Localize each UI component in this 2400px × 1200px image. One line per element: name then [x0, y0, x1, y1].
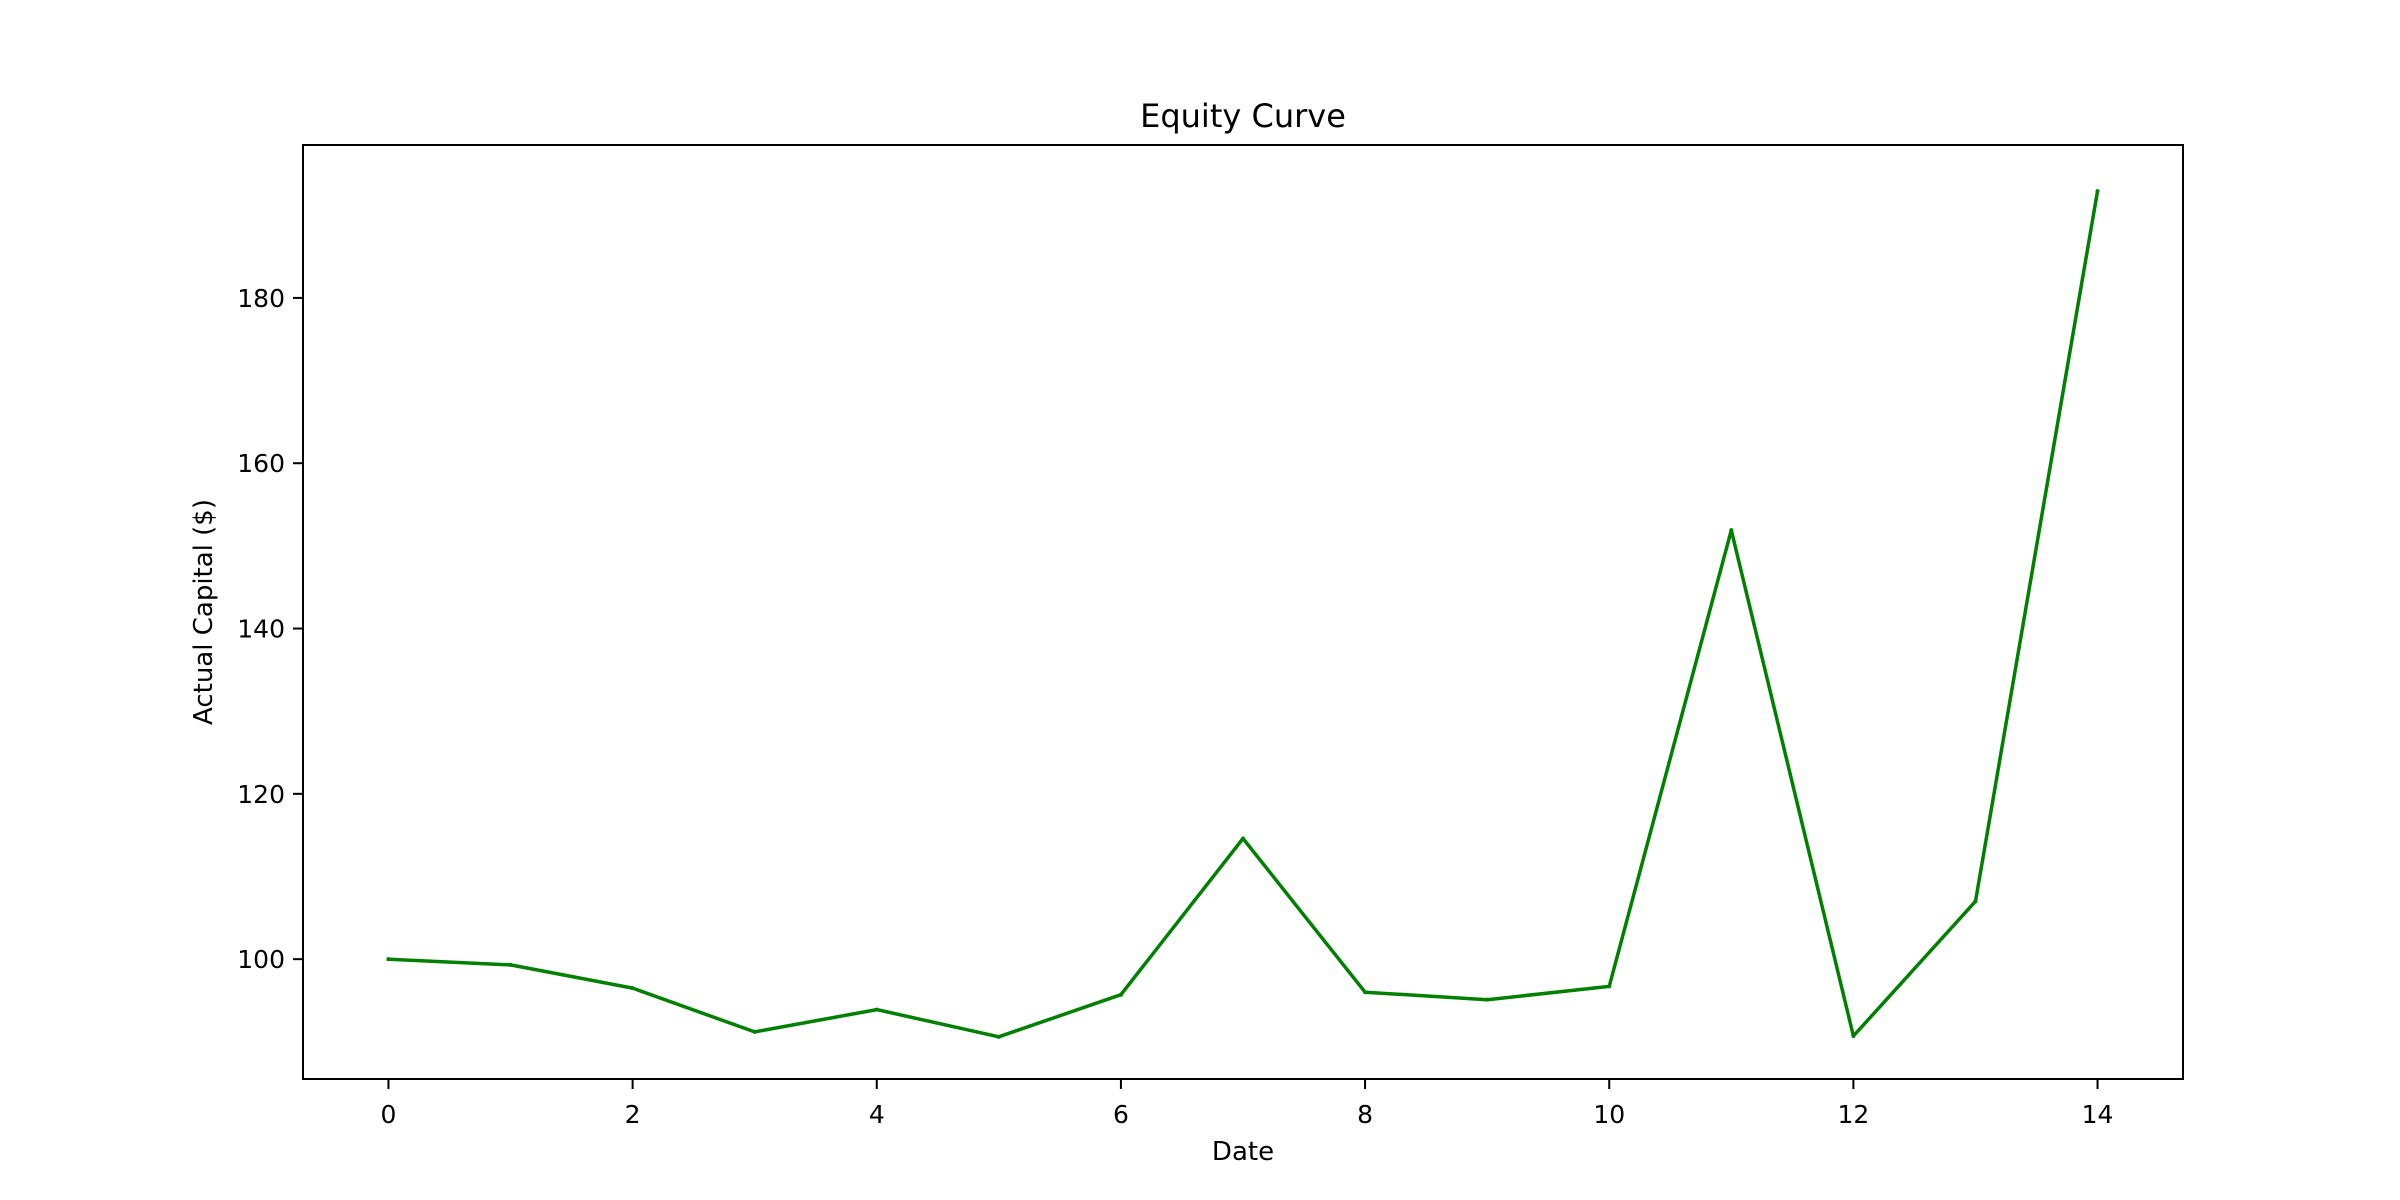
- data-point: [1118, 992, 1123, 997]
- data-point: [2095, 189, 2100, 194]
- y-tick-label: 100: [237, 945, 285, 974]
- data-point: [996, 1034, 1001, 1039]
- x-tick-label: 8: [1357, 1100, 1373, 1129]
- data-point: [1973, 899, 1978, 904]
- x-axis: 0 2 4 6 8 10 12 14: [381, 1079, 2114, 1129]
- y-axis-label: Actual Capital ($): [189, 499, 219, 725]
- chart-title: Equity Curve: [1140, 97, 1346, 135]
- y-tick-label: 140: [237, 615, 285, 644]
- y-tick-label: 120: [237, 780, 285, 809]
- data-point: [1363, 990, 1368, 995]
- data-point: [1241, 836, 1245, 841]
- x-axis-label: Date: [1212, 1137, 1274, 1167]
- x-tick-label: 2: [625, 1100, 641, 1129]
- data-point: [1607, 984, 1612, 989]
- x-tick-label: 14: [2082, 1100, 2114, 1129]
- data-point: [874, 1007, 879, 1012]
- y-tick-label: 180: [237, 284, 285, 313]
- x-tick-label: 0: [381, 1100, 397, 1129]
- x-tick-label: 12: [1837, 1100, 1869, 1129]
- data-point: [1729, 528, 1734, 533]
- data-point: [386, 957, 391, 962]
- x-tick-label: 6: [1113, 1100, 1129, 1129]
- data-point: [1851, 1034, 1856, 1039]
- data-point: [508, 962, 513, 967]
- series-layer: [386, 189, 2100, 1039]
- plot-area-frame: [302, 144, 2184, 1080]
- x-tick-label: 4: [869, 1100, 885, 1129]
- y-tick-label: 160: [237, 449, 285, 478]
- data-point: [752, 1029, 757, 1034]
- data-point: [1485, 997, 1490, 1002]
- x-tick-label: 10: [1593, 1100, 1625, 1129]
- data-point: [630, 986, 635, 991]
- series-line-0: [386, 189, 2100, 1039]
- y-axis: 100 120 140 160 180: [237, 284, 303, 974]
